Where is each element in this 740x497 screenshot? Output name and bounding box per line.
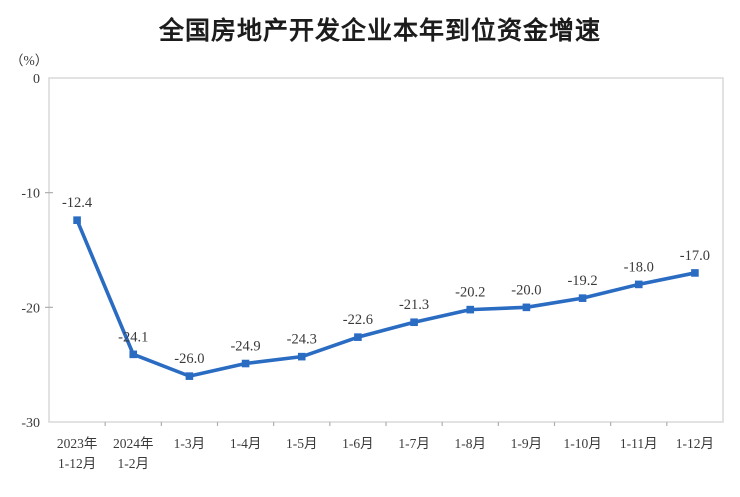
x-tick-label: 1-9月 — [511, 436, 543, 451]
data-point-marker — [129, 350, 138, 359]
data-point-marker — [185, 372, 194, 380]
x-tick-label: 1-5月 — [286, 436, 318, 451]
data-point-label: -19.2 — [567, 273, 597, 289]
data-point-label: -20.2 — [455, 285, 485, 301]
data-point-label: -21.3 — [399, 297, 429, 313]
data-point-marker — [297, 352, 306, 361]
x-tick-label: 1-7月 — [398, 436, 430, 451]
data-point-label: -22.6 — [343, 312, 373, 328]
data-point-marker — [410, 318, 418, 327]
data-point-marker — [466, 305, 475, 314]
x-tick-label: 1-10月 — [563, 436, 601, 451]
x-tick-label: 1-12月 — [676, 436, 714, 451]
data-point-marker — [691, 269, 699, 277]
x-tick-label: 1-6月 — [342, 436, 374, 451]
x-tick-label: 1-3月 — [174, 436, 206, 451]
y-tick-label: -20 — [21, 301, 40, 316]
data-point-marker — [578, 294, 587, 302]
data-point-label: -24.1 — [118, 329, 148, 345]
data-point-label: -20.0 — [511, 282, 541, 298]
x-tick-label: 1-11月 — [620, 436, 658, 451]
data-point-label: -12.4 — [62, 195, 93, 211]
data-point-label: -17.0 — [680, 248, 710, 264]
plot-area-frame — [48, 77, 724, 423]
series-line — [75, 218, 697, 378]
data-point-marker — [634, 280, 643, 289]
x-tick-label: 2023年 1-12月 — [57, 436, 98, 471]
x-tick-label: 1-4月 — [230, 436, 262, 451]
data-point-label: -26.0 — [174, 351, 204, 367]
chart-title: 全国房地产开发企业本年到位资金增速 — [158, 17, 601, 45]
y-tick-label: -30 — [21, 416, 40, 431]
data-point-label: -24.3 — [287, 332, 317, 348]
y-tick-label: -10 — [21, 187, 40, 202]
data-point-label: -24.9 — [230, 339, 260, 355]
x-tick-label: 2024年 1-2月 — [113, 436, 154, 471]
data-point-marker — [354, 333, 362, 341]
data-point-marker — [73, 216, 81, 224]
data-point-marker — [241, 359, 250, 368]
y-tick-label: 0 — [33, 72, 40, 87]
y-axis-unit-label: （%） — [10, 53, 49, 68]
x-tick-label: 1-8月 — [455, 436, 487, 451]
data-point-marker — [522, 303, 531, 312]
data-point-label: -18.0 — [624, 259, 654, 275]
